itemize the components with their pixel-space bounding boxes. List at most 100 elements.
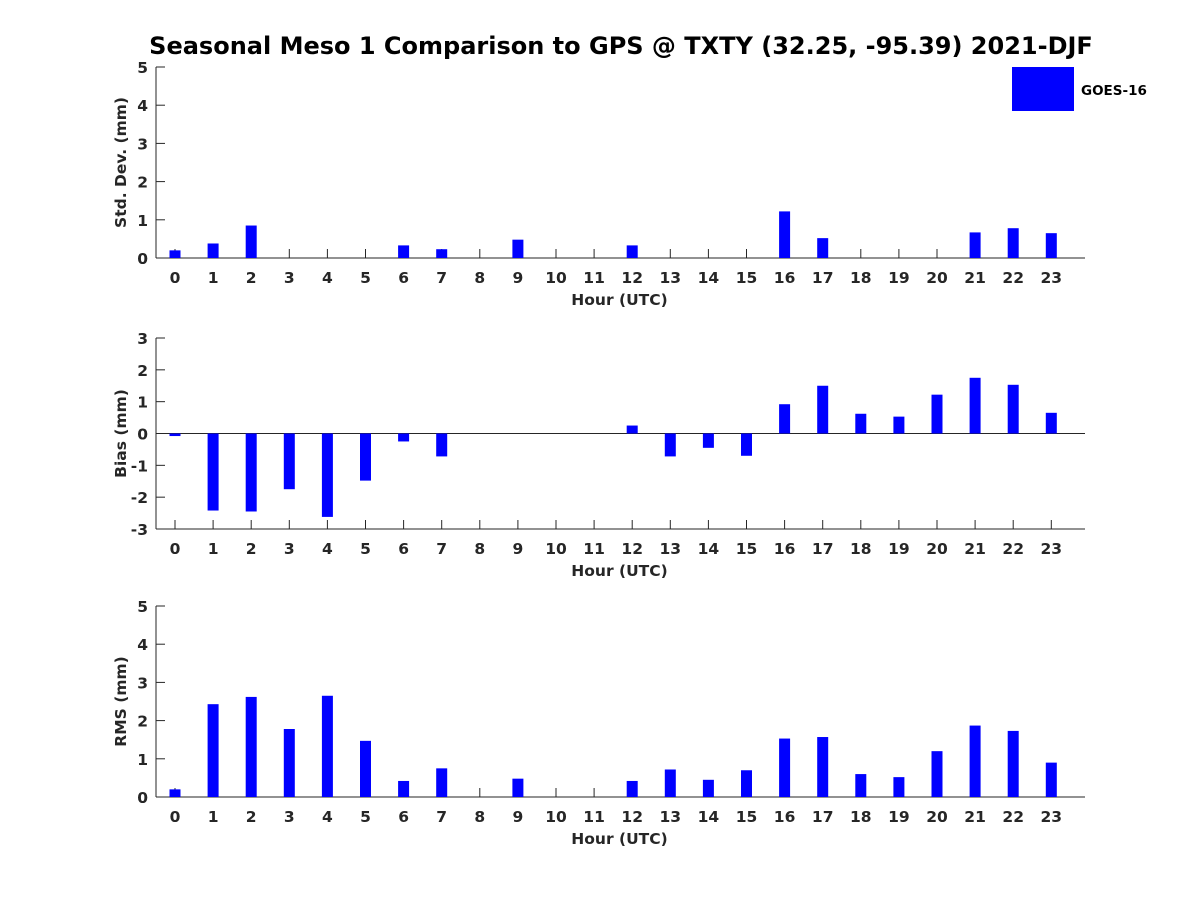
- x-tick-label: 8: [474, 808, 485, 826]
- legend-label: GOES-16: [1081, 83, 1147, 99]
- x-tick-label: 10: [545, 540, 567, 558]
- x-tick-label: 7: [436, 808, 447, 826]
- y-tick-label: -2: [131, 489, 148, 507]
- x-tick-label: 16: [774, 540, 796, 558]
- y-tick-label: 4: [137, 636, 148, 654]
- bar-hour-13: [664, 769, 676, 797]
- bar-hour-14: [702, 779, 714, 797]
- bar-hour-16: [779, 404, 791, 434]
- x-tick-label: 8: [474, 269, 485, 287]
- y-tick-label: 0: [137, 789, 148, 807]
- y-axis-label: Std. Dev. (mm): [112, 97, 130, 228]
- bar-hour-9: [512, 239, 524, 258]
- x-tick-label: 23: [1041, 808, 1063, 826]
- x-tick-label: 5: [360, 540, 371, 558]
- bar-hour-20: [931, 751, 943, 797]
- x-tick-label: 4: [322, 540, 333, 558]
- x-tick-label: 15: [736, 808, 758, 826]
- x-tick-label: 18: [850, 269, 872, 287]
- bar-hour-0: [169, 433, 181, 437]
- bar-hour-20: [931, 394, 943, 434]
- bar-hour-12: [626, 425, 638, 434]
- legend: GOES-16: [1012, 67, 1147, 111]
- bar-hour-23: [1045, 412, 1057, 434]
- bar-hour-23: [1045, 233, 1057, 258]
- x-tick-label: 12: [621, 808, 643, 826]
- chart-title: Seasonal Meso 1 Comparison to GPS @ TXTY…: [149, 32, 1093, 60]
- bar-hour-14: [702, 433, 714, 448]
- x-tick-label: 11: [583, 269, 605, 287]
- x-tick-label: 3: [284, 540, 295, 558]
- x-tick-label: 7: [436, 540, 447, 558]
- x-tick-label: 7: [436, 269, 447, 287]
- x-tick-label: 17: [812, 269, 834, 287]
- bar-hour-4: [321, 695, 333, 797]
- bar-hour-21: [969, 377, 981, 434]
- x-tick-label: 1: [208, 269, 219, 287]
- bar-hour-7: [436, 768, 448, 797]
- x-tick-label: 10: [545, 808, 567, 826]
- bar-hour-13: [664, 433, 676, 457]
- x-tick-label: 14: [698, 808, 720, 826]
- bar-hour-12: [626, 780, 638, 797]
- x-tick-label: 18: [850, 808, 872, 826]
- bar-hour-16: [779, 738, 791, 797]
- x-tick-label: 1: [208, 808, 219, 826]
- x-tick-label: 2: [246, 540, 257, 558]
- x-tick-label: 5: [360, 808, 371, 826]
- bar-hour-1: [207, 433, 219, 511]
- x-tick-label: 8: [474, 540, 485, 558]
- x-tick-label: 6: [398, 540, 409, 558]
- x-tick-label: 15: [736, 269, 758, 287]
- bar-hour-12: [626, 245, 638, 258]
- x-tick-label: 23: [1041, 269, 1063, 287]
- bar-hour-7: [436, 249, 448, 258]
- bar-hour-5: [360, 433, 371, 481]
- bar-hour-1: [207, 243, 219, 258]
- bar-hour-6: [398, 433, 410, 442]
- bar-hour-1: [207, 704, 219, 797]
- bar-hour-7: [436, 433, 448, 457]
- x-tick-label: 2: [246, 269, 257, 287]
- x-tick-label: 13: [660, 269, 682, 287]
- x-tick-label: 11: [583, 808, 605, 826]
- bar-hour-0: [169, 250, 181, 258]
- x-tick-label: 12: [621, 269, 643, 287]
- x-tick-label: 2: [246, 808, 257, 826]
- bar-hour-22: [1007, 384, 1019, 434]
- x-axis-label: Hour (UTC): [571, 830, 667, 848]
- bar-hour-6: [398, 245, 410, 258]
- x-tick-label: 4: [322, 808, 333, 826]
- legend-swatch: [1012, 67, 1074, 111]
- y-axis-label: Bias (mm): [112, 389, 130, 478]
- bar-hour-18: [855, 413, 867, 434]
- y-tick-label: 3: [137, 674, 148, 692]
- x-tick-label: 4: [322, 269, 333, 287]
- y-tick-label: 3: [137, 135, 148, 153]
- x-tick-label: 13: [660, 540, 682, 558]
- y-tick-label: 3: [137, 330, 148, 348]
- bar-hour-9: [512, 778, 524, 797]
- y-tick-label: 2: [137, 174, 148, 192]
- bar-hour-3: [283, 729, 295, 797]
- bar-hour-15: [741, 433, 752, 456]
- x-tick-label: 1: [208, 540, 219, 558]
- y-tick-label: 0: [137, 250, 148, 268]
- x-tick-label: 21: [964, 540, 986, 558]
- bar-hour-5: [360, 740, 371, 797]
- x-tick-label: 19: [888, 269, 910, 287]
- x-tick-label: 21: [964, 808, 986, 826]
- x-tick-label: 16: [774, 808, 796, 826]
- x-tick-label: 10: [545, 269, 567, 287]
- x-tick-label: 11: [583, 540, 605, 558]
- y-tick-label: 1: [137, 751, 148, 769]
- y-tick-label: -1: [131, 457, 148, 475]
- bar-hour-17: [817, 737, 829, 797]
- y-tick-label: 4: [137, 97, 148, 115]
- bar-hour-17: [817, 238, 829, 258]
- x-tick-label: 23: [1041, 540, 1063, 558]
- y-axis-label: RMS (mm): [112, 656, 130, 746]
